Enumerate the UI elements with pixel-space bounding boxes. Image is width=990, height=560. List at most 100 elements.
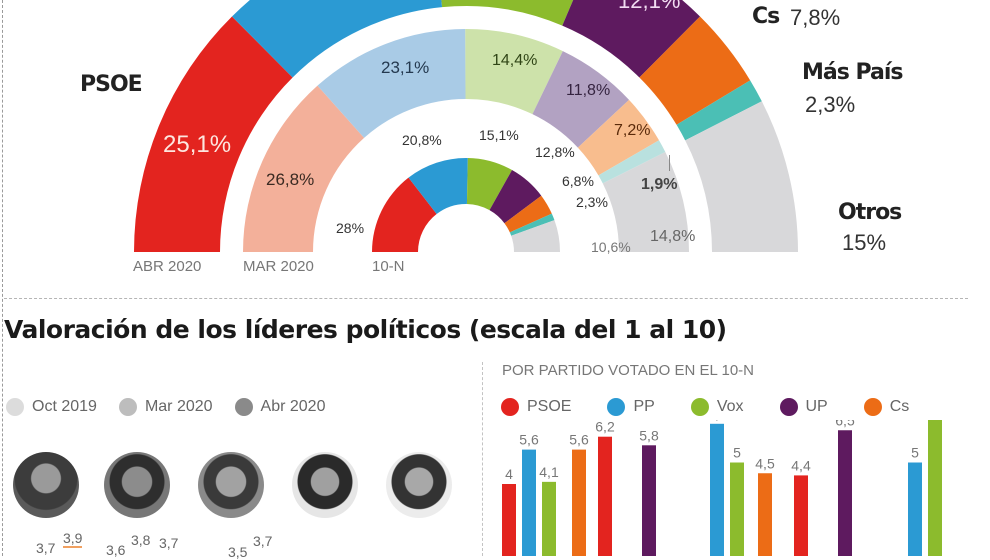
leader-value: 3,8 — [131, 532, 151, 548]
arc-slice-abr-2020-cs — [639, 16, 751, 125]
bar-psoe — [598, 436, 612, 556]
bar-pp — [908, 462, 922, 556]
value-pp-mar: 23,1% — [381, 58, 430, 77]
arc-slice-abr-2020-psoe — [134, 16, 293, 252]
bar-up — [838, 430, 852, 556]
legend-label: PP — [633, 398, 655, 415]
bar-vox — [928, 420, 942, 556]
bar-value-label: 5 — [733, 445, 741, 461]
arc-slice-abr-2020-otros — [685, 101, 798, 253]
bar-value-label: 5 — [911, 445, 919, 461]
value-cs-mar: 7,2% — [614, 122, 651, 139]
bar-cs — [572, 449, 586, 556]
arc-slice-mar-2020-psoe — [243, 85, 365, 252]
legend-label: Abr 2020 — [260, 398, 326, 415]
legend-dot — [607, 398, 626, 416]
arc-slice-10-n-otros — [511, 220, 560, 252]
legend-label: Vox — [716, 398, 744, 415]
legend-dot — [863, 398, 882, 416]
arc-slice-10-n-psoe — [372, 177, 437, 252]
legend-dot — [6, 398, 24, 416]
ring-label-mar: MAR 2020 — [243, 258, 314, 275]
leader-value: 3,6 — [106, 542, 126, 558]
left-dashed-border — [2, 0, 3, 556]
legend-label: Cs — [889, 398, 910, 415]
leaders-title: Valoración de los líderes políticos (esc… — [4, 315, 727, 344]
bar-value-label: 6,8 — [707, 420, 727, 422]
value-mas-pais-abr: 2,3% — [805, 92, 856, 117]
label-otros: Otros — [838, 200, 902, 225]
arc-slice-abr-2020-up — [562, 0, 701, 78]
ring-label-10n: 10-N — [372, 258, 405, 275]
leader-value: 3,5 — [228, 544, 248, 560]
value-vox-10n: 15,1% — [479, 127, 519, 143]
ring-label-abr: ABR 2020 — [133, 258, 202, 275]
arc-slice-mar-2020-más-país — [598, 140, 666, 184]
legend-dot — [690, 398, 709, 416]
column-divider — [482, 362, 483, 556]
bar-pp — [522, 449, 536, 556]
arc-slice-abr-2020-vox — [441, 0, 574, 26]
bar-value-label: 5,8 — [639, 427, 659, 443]
value-maspais-mar: 1,9% — [641, 176, 678, 193]
bar-value-label: 4,5 — [755, 455, 775, 471]
bar-up — [642, 445, 656, 556]
value-otros-abr: 15% — [842, 230, 887, 255]
maspais-mar-leader-line — [669, 155, 670, 171]
value-up-abr: 12,1% — [618, 0, 681, 13]
legend-label: Oct 2019 — [32, 398, 97, 415]
label-mas-pais: Más País — [802, 60, 904, 85]
leader-portrait-3 — [198, 452, 264, 518]
bar-vox — [730, 462, 744, 556]
value-cs-10n: 6,8% — [562, 173, 594, 189]
legend-item-pp: PP — [607, 398, 655, 416]
bar-vox — [542, 481, 556, 556]
arc-slice-mar-2020-cs — [577, 99, 660, 176]
bar-value-label: 4 — [505, 466, 513, 482]
arc-slice-10-n-up — [489, 170, 542, 224]
legend-dot — [234, 398, 253, 416]
bar-value-label: 5,6 — [569, 432, 589, 448]
legend-item-up: UP — [779, 398, 828, 416]
arc-slice-10-n-pp — [408, 158, 468, 215]
bar-value-label: 5,6 — [519, 432, 539, 448]
legend-item-oct-2019: Oct 2019 — [6, 398, 97, 416]
legend-item-psoe: PSOE — [501, 398, 571, 416]
leader-value: 3,7 — [36, 540, 56, 556]
value-pp-10n: 20,8% — [402, 132, 442, 148]
value-psoe-10n: 28% — [336, 220, 365, 236]
bar-psoe — [502, 484, 516, 556]
nested-semicircle-chart — [134, 0, 798, 253]
value-psoe-abr: 25,1% — [163, 131, 232, 158]
label-psoe: PSOE — [80, 72, 143, 97]
value-up-10n: 12,8% — [535, 144, 575, 160]
arc-slice-abr-2020-pp — [231, 0, 443, 78]
legend-dot — [501, 398, 519, 416]
legend-dot — [779, 398, 798, 416]
party-legend: PSOE PP Vox UP Cs — [501, 398, 931, 416]
legend-item-abr-2020: Abr 2020 — [234, 398, 326, 416]
bar-value-label: 6,5 — [835, 420, 855, 428]
section-divider — [4, 298, 968, 299]
leader-portrait-4 — [292, 452, 358, 518]
leader-value: 3,9 — [63, 530, 83, 548]
value-otros-mar: 14,8% — [650, 228, 696, 245]
bar-pp — [710, 423, 724, 556]
value-maspais-10n: 2,3% — [576, 194, 608, 210]
arc-slice-abr-2020-más-país — [676, 80, 762, 141]
value-up-mar: 11,8% — [566, 82, 611, 99]
arc-slice-10-n-vox — [466, 158, 513, 211]
bars-subtitle: POR PARTIDO VOTADO EN EL 10-N — [502, 362, 754, 379]
arc-slice-10-n-más-país — [509, 213, 555, 236]
leader-value: 3,7 — [159, 535, 179, 551]
value-otros-10n: 10,6% — [591, 239, 631, 255]
value-psoe-mar: 26,8% — [266, 170, 315, 189]
arc-slice-mar-2020-vox — [465, 29, 563, 115]
legend-item-mar-2020: Mar 2020 — [118, 398, 213, 416]
value-vox-mar: 14,4% — [492, 52, 538, 69]
legend-label: UP — [805, 398, 828, 415]
legend-label: PSOE — [527, 398, 572, 415]
arc-slice-mar-2020-otros — [602, 152, 689, 252]
value-cs-abr: 7,8% — [790, 5, 841, 30]
leader-portrait-2 — [104, 452, 170, 518]
